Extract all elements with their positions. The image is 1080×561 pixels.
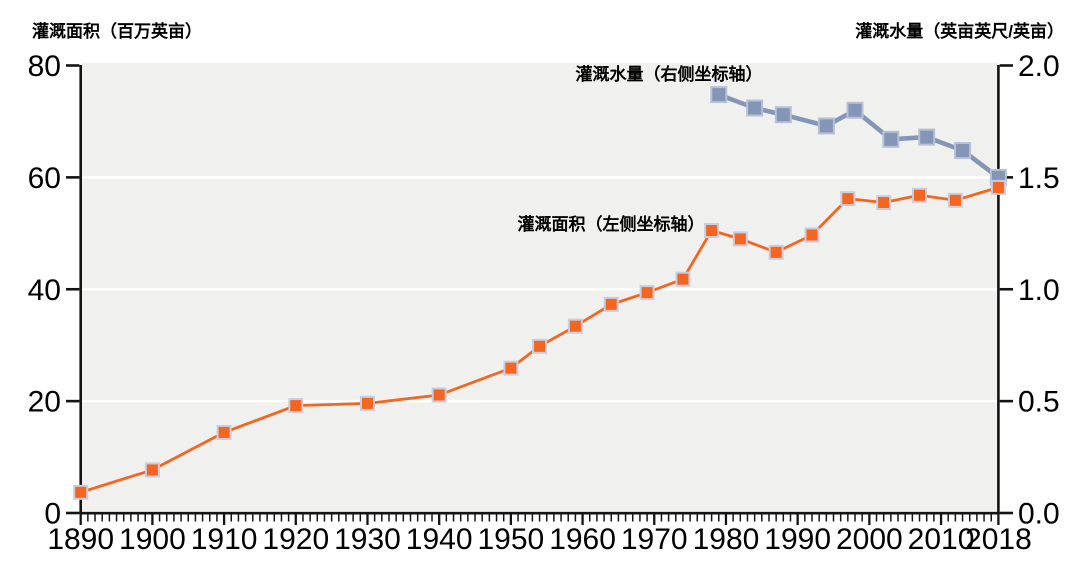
- data-point-marker: [846, 101, 864, 119]
- data-point-marker: [710, 86, 728, 104]
- x-tick-label: 1950: [477, 523, 544, 556]
- data-point-marker: [675, 271, 691, 287]
- data-point-marker: [840, 191, 856, 207]
- right-tick-label: 2.0: [1018, 50, 1060, 83]
- tick-labels: 1890 1900 1910 1920 1930 1940 1950 1960 1970 1980…: [28, 50, 1060, 556]
- water-rate-series: [710, 86, 1007, 186]
- irrigated-area-series: [73, 179, 1006, 500]
- data-point-marker: [817, 117, 835, 135]
- data-point-marker: [73, 484, 89, 500]
- x-tick-label: 1970: [621, 523, 688, 556]
- data-point-marker: [503, 360, 519, 376]
- data-point-marker: [603, 296, 619, 312]
- left-axis-title: 灌溉面积（百万英亩）: [32, 21, 202, 41]
- right-tick-label: 0.5: [1018, 386, 1060, 419]
- data-point-marker: [912, 187, 928, 203]
- x-tick-label: 2018: [965, 523, 1032, 556]
- data-point-marker: [746, 99, 764, 117]
- left-tick-label: 60: [28, 162, 61, 195]
- x-tick-label: 1940: [406, 523, 473, 556]
- data-point-marker: [639, 285, 655, 301]
- data-point-marker: [216, 424, 232, 440]
- data-point-marker: [732, 231, 748, 247]
- right-tick-label: 1.5: [1018, 162, 1060, 195]
- left-tick-label: 40: [28, 274, 61, 307]
- right-tick-label: 1.0: [1018, 274, 1060, 307]
- x-tick-label: 1960: [549, 523, 616, 556]
- water-series-annotation: 灌溉水量（右侧坐标轴）: [576, 64, 763, 84]
- data-point-marker: [567, 318, 583, 334]
- gridlines: [82, 176, 997, 403]
- x-tick-label: 1990: [764, 523, 831, 556]
- data-point-marker: [882, 130, 900, 148]
- data-point-marker: [288, 398, 304, 414]
- axes: [79, 65, 1000, 515]
- tick-marks: [66, 64, 1013, 525]
- data-point-marker: [954, 142, 972, 160]
- right-axis-title: 灌溉水量（英亩英尺/英亩）: [855, 21, 1064, 41]
- data-point-marker: [947, 192, 963, 208]
- data-point-marker: [431, 387, 447, 403]
- x-tick-label: 1930: [334, 523, 401, 556]
- data-point-marker: [532, 338, 548, 354]
- left-tick-label: 0: [44, 498, 61, 531]
- data-point-marker: [768, 244, 784, 260]
- data-point-marker: [144, 462, 160, 478]
- data-point-marker: [918, 128, 936, 146]
- data-point-marker: [704, 223, 720, 239]
- x-tick-label: 1920: [262, 523, 329, 556]
- right-tick-label: 0.0: [1018, 498, 1060, 531]
- area-series-annotation: 灌溉面积（左侧坐标轴）: [518, 214, 705, 234]
- data-point-marker: [359, 395, 375, 411]
- x-tick-label: 2000: [836, 523, 903, 556]
- x-tick-label: 1890: [47, 523, 114, 556]
- x-tick-label: 1980: [693, 523, 760, 556]
- left-tick-label: 80: [28, 50, 61, 83]
- x-tick-label: 1910: [191, 523, 258, 556]
- x-tick-label: 1900: [119, 523, 186, 556]
- left-tick-label: 20: [28, 386, 61, 419]
- data-point-marker: [774, 106, 792, 124]
- data-point-marker: [804, 227, 820, 243]
- series-layer: [73, 86, 1007, 500]
- x-tick-label: 2010: [908, 523, 975, 556]
- data-point-marker: [876, 195, 892, 211]
- data-point-marker: [990, 179, 1006, 195]
